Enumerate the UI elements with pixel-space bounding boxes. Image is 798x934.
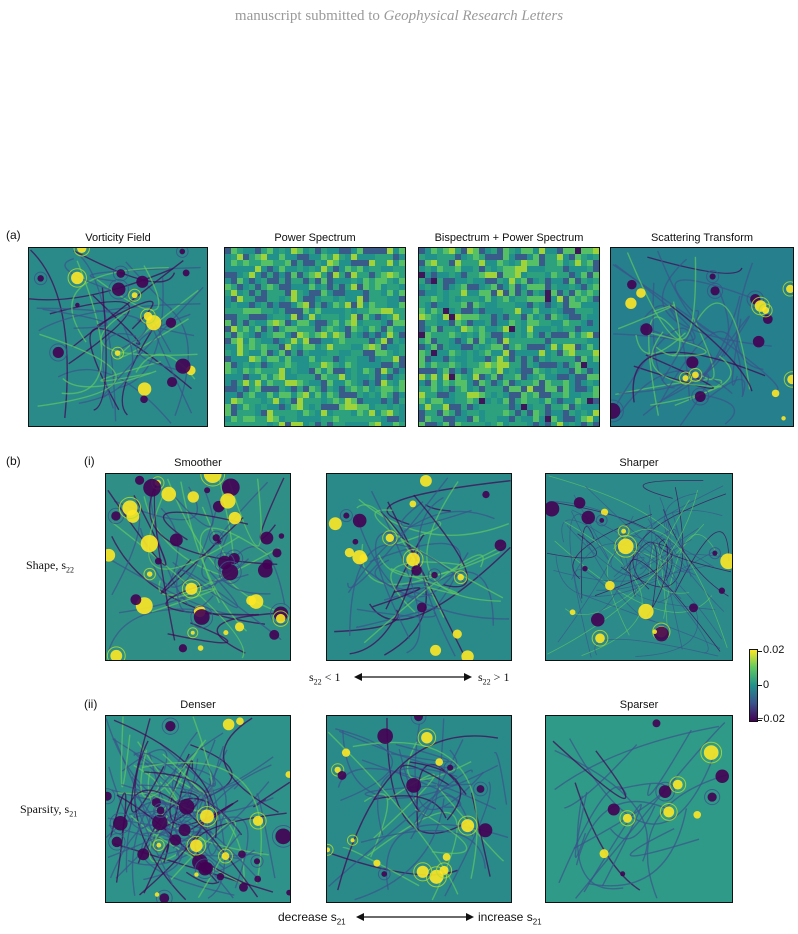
scattering-transform-image [610,247,794,427]
running-header: manuscript submitted to Geophysical Rese… [0,8,798,25]
denser-image [105,715,291,903]
colorbar-tick-min [758,720,762,721]
smoother-image [105,473,291,661]
part-b-label: (b) [6,454,21,468]
sparser-title: Sparser [619,699,659,711]
row-ii-label: (ii) [84,697,98,711]
colorbar [749,649,758,722]
colorbar-max-label: 0.02 [763,644,785,656]
smoother-title: Smoother [174,457,222,469]
vorticity-field-image [28,247,208,427]
shape-row-label: Shape, s22 [26,558,74,575]
arrow-left-label-sparsity: decrease s21 [278,910,346,927]
arrow-right-label-sparsity: increase s21 [478,910,542,927]
colorbar-tick-mid [758,685,762,686]
power-spectrum-image [224,247,406,427]
panel-a1-title: Vorticity Field [85,232,151,244]
sparsity-reference-image [326,715,512,903]
row-i-label: (i) [84,454,95,468]
sharper-image [545,473,733,661]
shape-reference-image [326,473,512,661]
denser-title: Denser [180,699,216,711]
panel-a2-title: Power Spectrum [274,232,356,244]
panel-a4-title: Scattering Transform [650,232,754,244]
colorbar-min-label: −0.02 [757,713,785,725]
header-prefix: manuscript submitted to [234,8,380,24]
panel-a3-title: Bispectrum + Power Spectrum [434,232,584,244]
sparsity-double-arrow [356,913,474,921]
arrow-right-label-shape: s22 > 1 [478,670,510,687]
sharper-title: Sharper [619,457,659,469]
colorbar-mid-label: 0 [763,679,770,691]
arrow-left-label-shape: s22 < 1 [309,670,341,687]
shape-double-arrow [354,673,472,681]
sparsity-row-label: Sparsity, s21 [20,802,78,819]
part-a-label: (a) [6,228,21,242]
bispectrum-image [418,247,600,427]
sparser-image [545,715,733,903]
colorbar-tick-max [758,651,762,652]
header-journal: Geophysical Research Letters [383,8,564,24]
